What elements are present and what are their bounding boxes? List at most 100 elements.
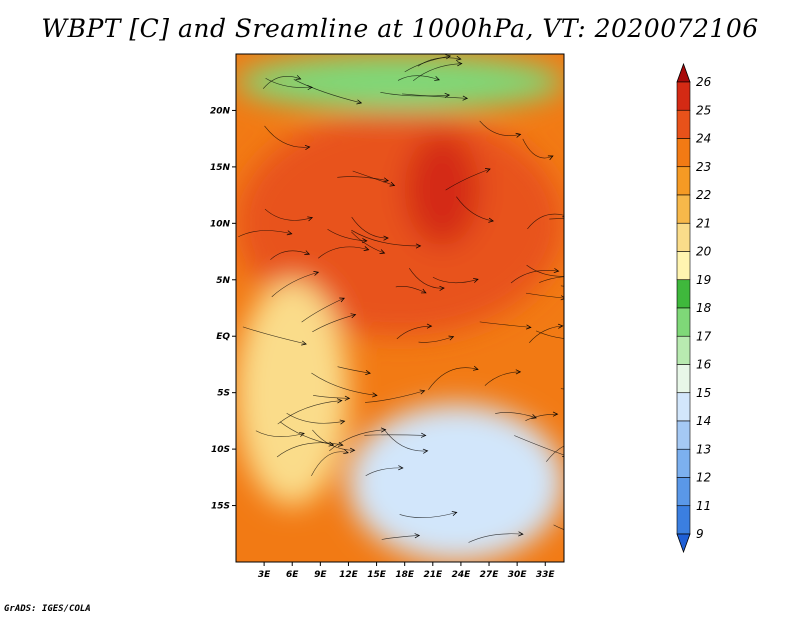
streamline-arrow [547, 155, 554, 161]
streamline-arrow [439, 285, 445, 291]
streamline-arrow [592, 394, 597, 398]
streamline-arrow [415, 243, 422, 249]
streamline-arrow [336, 398, 343, 404]
x-tick-label: 18E [395, 570, 415, 580]
streamline-arrow [526, 324, 532, 330]
colorbar-swatch [676, 251, 691, 281]
streamline [337, 366, 371, 374]
streamline-arrow [473, 365, 479, 371]
streamline [352, 170, 395, 186]
streamline [399, 512, 457, 518]
streamline [293, 79, 362, 104]
streamline [264, 208, 313, 221]
streamline-arrow [383, 177, 389, 183]
plot-frame [235, 53, 565, 563]
streamline-arrow [379, 249, 386, 254]
colorbar-swatch [676, 194, 691, 224]
colorbar-swatch [676, 81, 691, 111]
wbpt-region [236, 54, 564, 111]
streamline [265, 77, 313, 88]
colorbar-label: 23 [696, 160, 711, 174]
streamline [395, 286, 427, 294]
streamline [479, 321, 531, 328]
streamline-arrow [365, 370, 371, 375]
streamline-arrow [445, 54, 452, 60]
colorbar-label: 15 [696, 386, 711, 400]
streamline [546, 445, 564, 462]
streamline [242, 326, 307, 345]
colorbar-label: 20 [696, 245, 712, 259]
colorbar-label: 9 [696, 527, 704, 541]
colorbar-label: 13 [696, 442, 711, 456]
streamline [351, 216, 389, 239]
colorbar: 26 25 24 23 22 21 20 19 18 17 16 15 14 13 12 11 9 [676, 62, 712, 554]
colorbar-swatch [676, 109, 691, 139]
streamline-arrow [462, 95, 469, 101]
streamline-arrow [473, 278, 479, 283]
streamline-arrow [621, 288, 626, 292]
streamline-arrow [363, 246, 370, 251]
streamline-arrow [350, 313, 357, 319]
streamline [495, 412, 537, 419]
streamline [522, 138, 554, 159]
x-tick-label: 27E [480, 570, 500, 580]
streamline-arrow [307, 85, 313, 91]
streamline-arrow [455, 55, 462, 61]
wbpt-region [348, 403, 564, 562]
colorbar-label: 17 [696, 329, 712, 343]
streamline-arrow [328, 441, 335, 447]
streamline [329, 429, 386, 452]
y-tick-label: 5S [217, 389, 230, 399]
streamline [560, 285, 564, 287]
streamline [417, 57, 461, 67]
plot-area [236, 54, 564, 562]
streamline [529, 325, 563, 343]
streamline-arrow [307, 216, 314, 222]
x-tick-label: 21E [423, 570, 443, 580]
y-tick-label: 15N [210, 163, 231, 173]
colorbar-label: 19 [696, 273, 711, 287]
x-tick-label: 15E [367, 570, 387, 580]
colorbar-label: 16 [696, 358, 712, 372]
streamline [365, 467, 403, 477]
streamline [456, 196, 494, 222]
streamline [525, 292, 564, 299]
streamline-arrow [304, 145, 311, 150]
colorbar-swatch [676, 505, 691, 535]
streamline [380, 92, 450, 97]
streamline [383, 429, 428, 452]
streamline-arrow [592, 216, 597, 220]
colorbar-swatch [676, 138, 691, 168]
streamline [262, 76, 301, 89]
x-tick-label: 24E [452, 570, 472, 580]
streamline-arrow [488, 217, 494, 223]
streamline [526, 264, 564, 277]
colorbar-swatch [676, 222, 691, 252]
wbpt-region [404, 133, 480, 246]
streamline-arrow [426, 323, 433, 329]
streamline [514, 435, 564, 456]
colorbar-label: 12 [696, 471, 711, 485]
colorbar-label: 14 [696, 414, 711, 428]
streamline-arrow [343, 449, 349, 455]
streamline [549, 218, 564, 220]
streamline [484, 371, 521, 386]
streamline-arrow [515, 132, 522, 138]
streamline [535, 330, 564, 339]
streamline-arrow [552, 411, 559, 417]
wbpt-region [236, 279, 349, 506]
streamline [445, 168, 491, 191]
streamline-arrow [457, 61, 463, 67]
colorbar-label: 25 [696, 103, 711, 117]
colorbar-swatch [676, 307, 691, 337]
streamline-arrow [356, 99, 363, 105]
colorbar-label: 22 [696, 188, 711, 202]
streamline [527, 213, 564, 230]
streamline-arrow [383, 235, 389, 241]
y-tick-label: 10N [210, 219, 231, 229]
streamline [418, 336, 454, 343]
y-tick-label: 10S [211, 445, 230, 455]
streamline-arrow [419, 389, 426, 395]
streamline [311, 451, 349, 477]
